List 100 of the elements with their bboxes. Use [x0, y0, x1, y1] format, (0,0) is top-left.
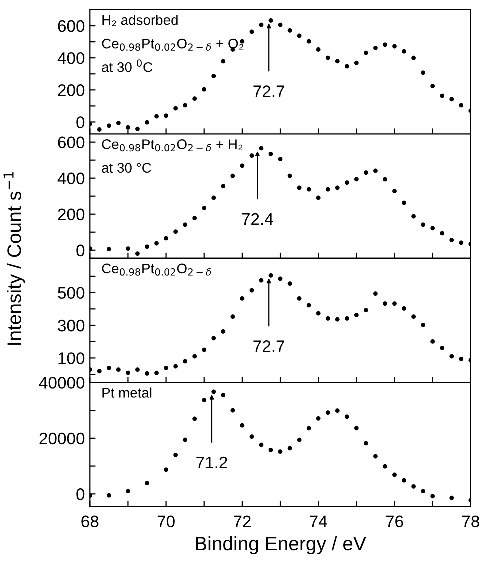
point	[250, 154, 254, 158]
y-tick-label: 500	[58, 287, 85, 300]
point	[154, 370, 159, 376]
point	[450, 496, 454, 500]
point	[316, 48, 321, 52]
point	[412, 314, 416, 320]
point	[212, 196, 216, 200]
point	[430, 494, 436, 499]
y-axis-title: Intensity / Count s$^{−1}$	[4, 172, 26, 345]
point	[97, 128, 102, 132]
annotation: 72.7	[254, 86, 284, 98]
point	[192, 216, 198, 221]
point	[344, 414, 350, 420]
point	[374, 46, 378, 50]
point	[412, 484, 416, 489]
point	[145, 244, 150, 250]
point	[354, 177, 359, 182]
x-tick-label: 68	[82, 516, 99, 528]
point	[450, 238, 454, 242]
point	[202, 87, 207, 92]
point	[421, 70, 426, 76]
point	[240, 423, 245, 428]
point	[268, 152, 274, 156]
x-tick-label: 72	[234, 516, 251, 528]
point	[259, 22, 264, 28]
annotation: at 30 °C	[102, 163, 152, 174]
point	[440, 94, 445, 98]
point	[306, 426, 312, 431]
annotation: 72.7	[254, 340, 284, 352]
point	[212, 390, 216, 394]
point	[459, 240, 464, 246]
point	[174, 452, 178, 458]
point	[392, 302, 397, 306]
point	[259, 146, 264, 151]
x-tick-label: 70	[158, 516, 175, 528]
point	[392, 472, 397, 478]
point	[297, 438, 302, 442]
point	[164, 468, 168, 472]
point	[250, 30, 254, 34]
y-tick-label: 20000	[40, 432, 85, 445]
y-tick-label: 200	[58, 84, 85, 96]
point	[126, 489, 130, 494]
annotation: at 30 $^{0}$C	[102, 60, 153, 72]
point	[145, 372, 150, 376]
point	[297, 186, 302, 190]
point	[335, 59, 340, 64]
point	[316, 416, 321, 421]
x-axis-title: Binding Energy / eV	[196, 536, 366, 555]
point	[106, 366, 112, 370]
point	[316, 311, 321, 316]
x-tick-label: 78	[462, 516, 480, 528]
point	[202, 206, 207, 210]
point	[364, 50, 368, 56]
point	[116, 368, 121, 372]
point	[459, 356, 464, 362]
point	[278, 450, 283, 454]
point	[364, 441, 368, 446]
point	[268, 273, 274, 278]
y-tick-label: 0	[76, 116, 85, 128]
point	[136, 126, 140, 132]
point	[297, 296, 302, 301]
point	[278, 276, 283, 282]
point	[230, 408, 236, 413]
point	[354, 60, 359, 66]
annotation: 72.4	[242, 213, 274, 225]
point	[126, 370, 130, 376]
point	[374, 168, 378, 174]
point	[392, 189, 397, 194]
point	[202, 398, 207, 402]
point	[412, 56, 416, 60]
point	[174, 230, 178, 234]
point	[164, 236, 168, 241]
point	[268, 448, 274, 452]
point	[383, 302, 388, 306]
annotation: Ce$_{0.98}$Pt$_{0.02}$O$_{2−δ}$ + H₂	[102, 140, 243, 152]
point	[154, 241, 159, 246]
y-tick-label: 400	[58, 52, 85, 64]
point	[335, 317, 340, 322]
point	[136, 252, 140, 256]
annotation: Pt metal	[102, 388, 152, 398]
point	[164, 366, 168, 370]
point	[174, 364, 178, 369]
point	[174, 106, 178, 111]
point	[136, 368, 140, 372]
point	[383, 42, 388, 48]
point	[402, 306, 406, 311]
point	[250, 434, 254, 439]
point	[240, 164, 245, 168]
point	[126, 125, 130, 130]
point	[164, 114, 168, 118]
point	[278, 22, 283, 28]
point	[221, 330, 226, 334]
point	[459, 103, 464, 108]
y-tick-label: 200	[58, 208, 85, 221]
annotation: Ce$_{0.98}$Pt$_{0.02}$O$_{2−δ}$ + O₂	[102, 38, 244, 52]
point	[374, 292, 378, 296]
y-tick-label: 300	[58, 320, 85, 332]
y-tick-label: 40000	[39, 377, 85, 389]
point	[126, 246, 130, 251]
point	[306, 187, 312, 192]
